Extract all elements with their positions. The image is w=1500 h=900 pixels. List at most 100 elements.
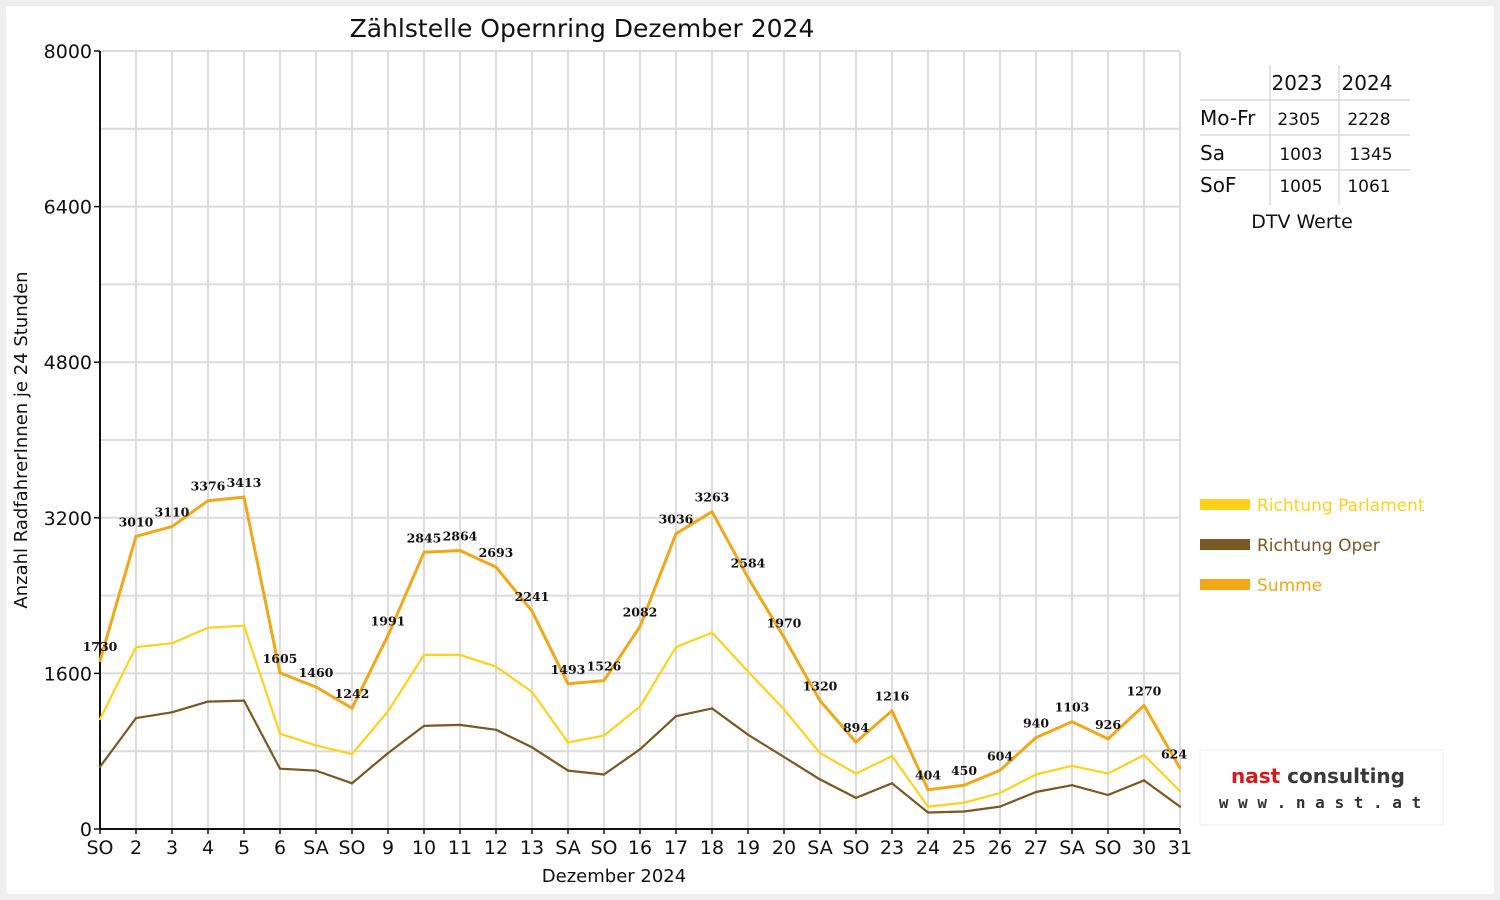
data-point <box>818 699 822 702</box>
x-tick-label: 2 <box>130 837 142 859</box>
legend-swatch-parlament <box>1200 499 1250 510</box>
data-point <box>170 642 174 645</box>
data-point <box>242 699 246 702</box>
y-tick-label: 0 <box>80 819 92 841</box>
table-cell: 2228 <box>1347 110 1390 130</box>
data-point <box>782 636 786 639</box>
x-tick-label: 3 <box>166 837 178 859</box>
data-label: 2241 <box>515 589 550 604</box>
data-point <box>386 710 390 713</box>
data-point <box>1034 736 1038 739</box>
x-tick-labels: SO 2 3 4 5 6 SA SO 9 10 11 12 13 SA SO 16 17 18 19 20 SA SO 23… <box>86 837 1192 859</box>
legend-swatch-oper <box>1200 539 1250 550</box>
data-label: 1493 <box>551 662 586 677</box>
data-label: 3413 <box>227 475 262 490</box>
data-point <box>602 679 606 682</box>
data-point <box>386 634 390 637</box>
data-point <box>1070 764 1074 767</box>
data-point <box>206 626 210 629</box>
table-cell: 2305 <box>1277 110 1320 130</box>
data-point <box>710 510 714 513</box>
data-point <box>890 754 894 758</box>
data-label: 1526 <box>587 659 622 674</box>
data-point <box>350 782 354 785</box>
data-point <box>998 805 1002 808</box>
x-axis-label: Dezember 2024 <box>542 866 686 887</box>
data-point <box>494 565 498 569</box>
data-point <box>278 767 282 770</box>
data-point <box>422 724 426 728</box>
data-label: 1242 <box>335 686 370 701</box>
data-point <box>746 670 750 673</box>
table-row-label: Mo-Fr <box>1200 106 1256 130</box>
data-point <box>1142 704 1146 707</box>
data-point <box>314 769 318 772</box>
x-tick-label: 26 <box>988 837 1012 859</box>
data-point <box>458 549 462 552</box>
data-label: 1970 <box>767 615 802 630</box>
data-point <box>782 755 786 759</box>
data-label: 2082 <box>623 605 658 620</box>
data-point <box>134 716 138 720</box>
data-label: 3036 <box>659 512 694 527</box>
data-label: 1103 <box>1055 700 1090 715</box>
data-point <box>854 796 858 800</box>
table-caption: DTV Werte <box>1251 211 1353 233</box>
data-point <box>494 665 498 668</box>
data-point <box>314 744 318 747</box>
x-tick-label: 11 <box>448 837 472 859</box>
data-label: 2845 <box>407 530 442 545</box>
data-point <box>1106 772 1110 775</box>
data-point <box>926 788 930 791</box>
y-tick-label: 1600 <box>44 663 92 685</box>
data-point <box>278 671 282 675</box>
x-tick-label: 5 <box>238 837 250 859</box>
data-point <box>134 645 138 649</box>
data-label: 2584 <box>731 556 766 571</box>
data-point <box>674 714 678 718</box>
x-tick-label: 30 <box>1132 837 1156 859</box>
data-label: 3110 <box>155 505 190 520</box>
y-tick-label: 8000 <box>44 41 92 63</box>
data-point <box>818 778 822 781</box>
data-point <box>926 811 930 814</box>
data-point <box>890 782 894 785</box>
data-label: 450 <box>951 763 977 778</box>
data-point <box>1178 767 1182 770</box>
legend-label-summe: Summe <box>1257 576 1322 596</box>
y-tick-label: 3200 <box>44 508 92 530</box>
logo-box <box>1199 749 1444 826</box>
x-tick-label: 19 <box>736 837 760 859</box>
data-label: 624 <box>1161 746 1187 761</box>
data-point <box>1178 805 1182 808</box>
x-tick-label: 9 <box>382 837 394 859</box>
data-point <box>602 773 606 776</box>
legend: Richtung Parlament Richtung Oper Summe <box>1200 496 1425 596</box>
table-header-2024: 2024 <box>1342 71 1393 95</box>
data-point <box>350 752 354 756</box>
y-tick-label: 6400 <box>44 197 92 219</box>
data-point <box>602 734 606 737</box>
x-tick-label: SA <box>555 837 580 859</box>
data-label: 1216 <box>875 689 910 704</box>
x-tick-label: 20 <box>772 837 796 859</box>
data-label: 2693 <box>479 545 514 560</box>
data-point <box>134 535 138 538</box>
data-point <box>530 609 534 613</box>
legend-label-parlament: Richtung Parlament <box>1257 496 1425 516</box>
data-label: 940 <box>1023 716 1049 731</box>
x-tick-label: SO <box>1094 837 1121 859</box>
data-point <box>422 653 426 657</box>
data-label: 1460 <box>299 665 334 680</box>
data-point <box>422 551 426 554</box>
data-point <box>674 645 678 649</box>
data-point <box>278 732 282 735</box>
x-tick-label: 18 <box>700 837 724 859</box>
data-point <box>566 741 570 744</box>
data-point <box>170 525 174 528</box>
data-point <box>98 659 102 662</box>
data-point <box>1142 779 1146 782</box>
